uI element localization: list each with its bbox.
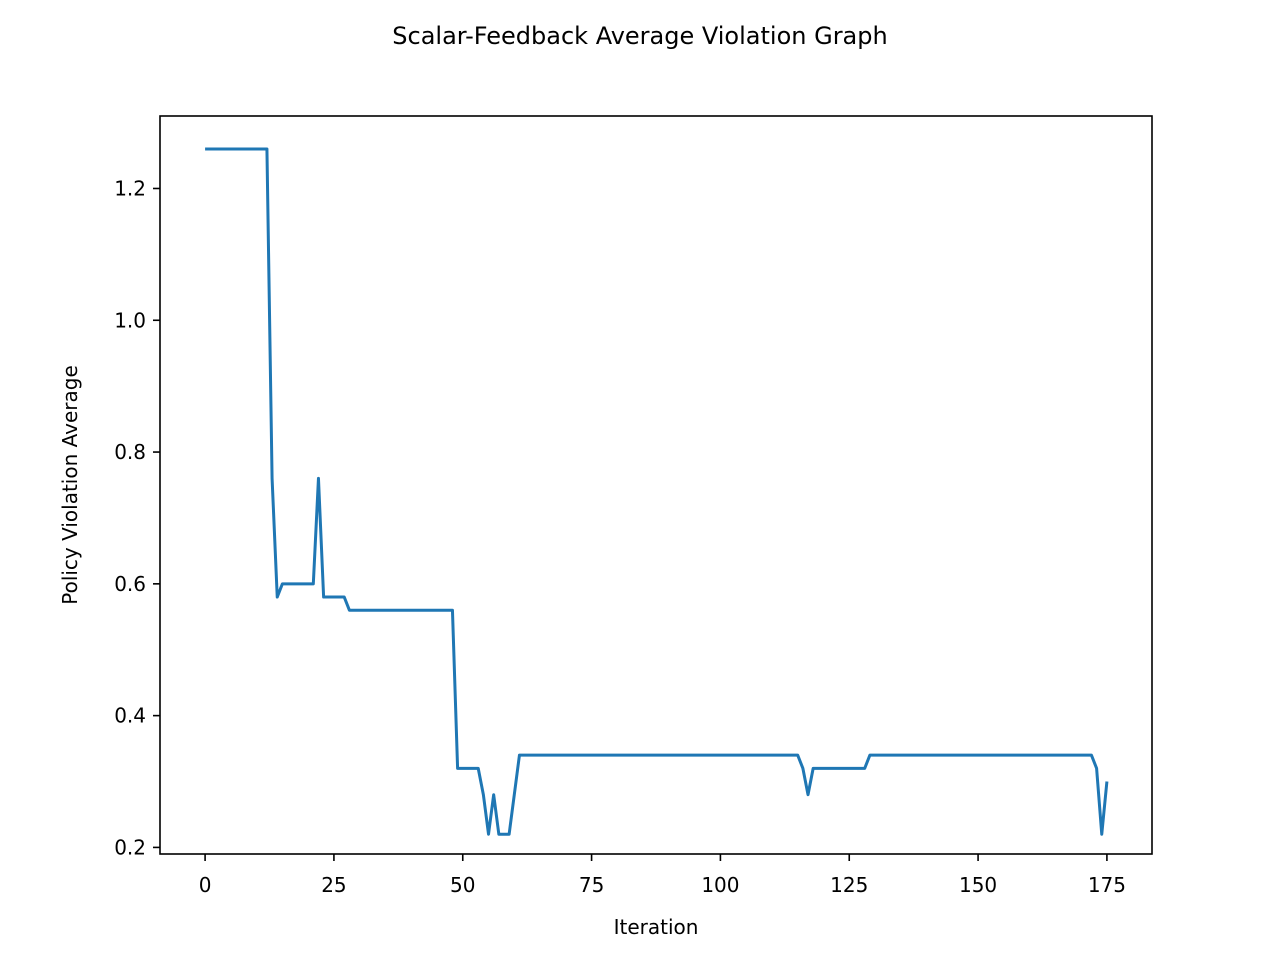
x-tick-label: 0 [199,873,212,897]
x-tick-label: 150 [959,873,997,897]
x-tick-label: 25 [321,873,346,897]
y-tick-label: 1.2 [114,176,146,200]
chart-title: Scalar-Feedback Average Violation Graph [392,22,887,50]
plot-area [205,147,1109,836]
y-axis-label: Policy Violation Average [58,365,82,605]
x-axis: 0 25 50 75 100 125 150 175 [199,854,1126,897]
series-line-0 [205,147,1109,836]
y-tick-label: 0.4 [114,704,146,728]
x-tick-label: 50 [450,873,475,897]
x-tick-label: 175 [1088,873,1126,897]
y-tick-label: 0.6 [114,572,146,596]
x-axis-label: Iteration [614,915,699,939]
y-tick-label: 1.0 [114,308,146,332]
y-tick-label: 0.2 [114,835,146,859]
x-tick-label: 100 [701,873,739,897]
y-axis: 0.2 0.4 0.6 0.8 1.0 1.2 [114,176,160,859]
x-tick-label: 75 [579,873,604,897]
plot-frame [159,115,1153,855]
x-tick-label: 125 [830,873,868,897]
y-tick-label: 0.8 [114,440,146,464]
